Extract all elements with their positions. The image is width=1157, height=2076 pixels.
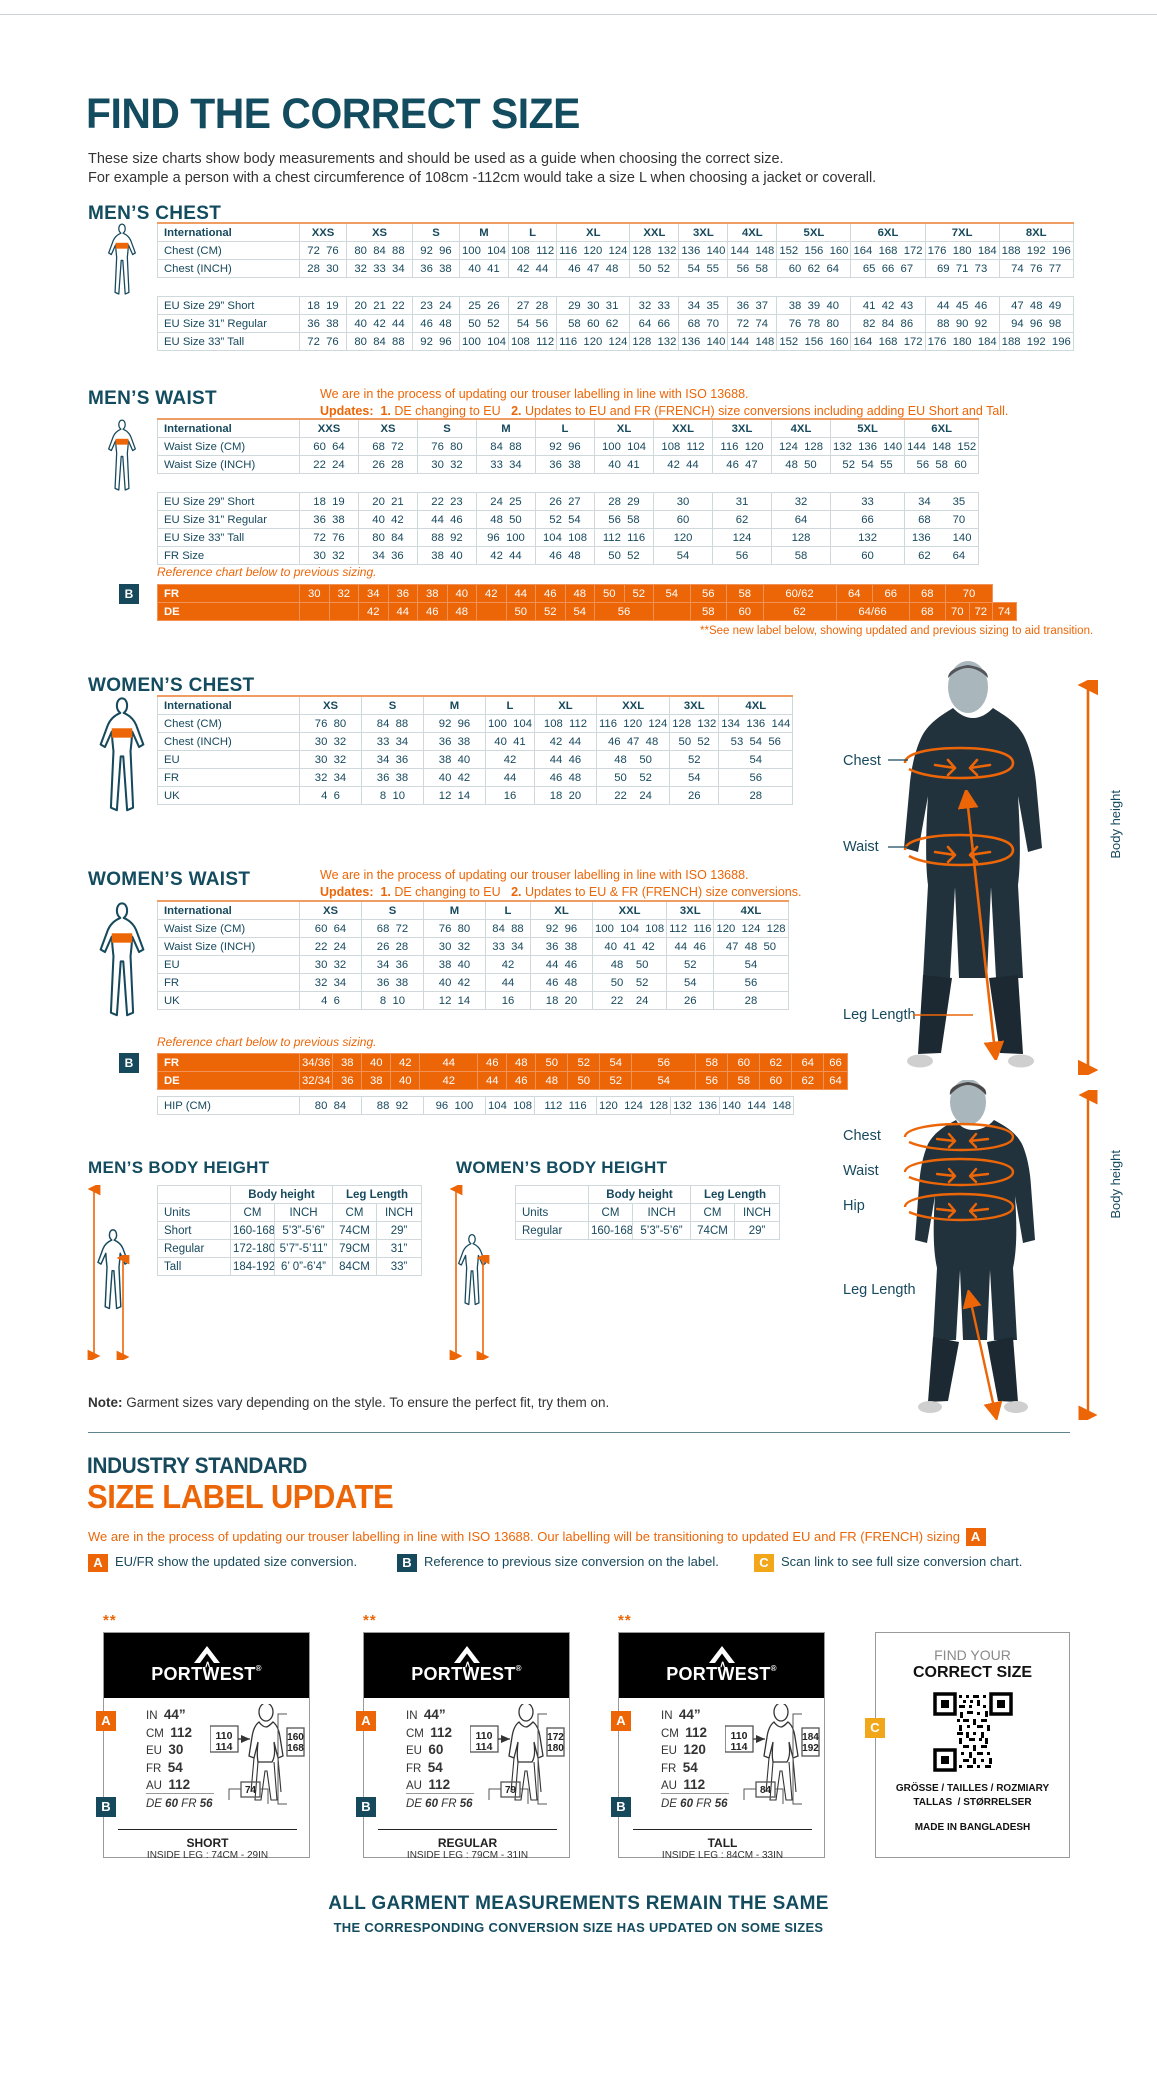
svg-text:74: 74 [245, 1785, 257, 1796]
svg-text:172: 172 [547, 1732, 564, 1743]
svg-text:114: 114 [731, 1741, 748, 1753]
svg-text:180: 180 [547, 1743, 564, 1754]
svg-text:114: 114 [476, 1741, 493, 1753]
svg-text:160: 160 [287, 1732, 304, 1743]
svg-text:79: 79 [505, 1785, 517, 1796]
svg-text:84: 84 [760, 1785, 772, 1796]
svg-text:184: 184 [802, 1732, 819, 1743]
svg-text:114: 114 [216, 1741, 233, 1753]
svg-text:192: 192 [802, 1743, 819, 1754]
svg-text:168: 168 [287, 1743, 304, 1754]
